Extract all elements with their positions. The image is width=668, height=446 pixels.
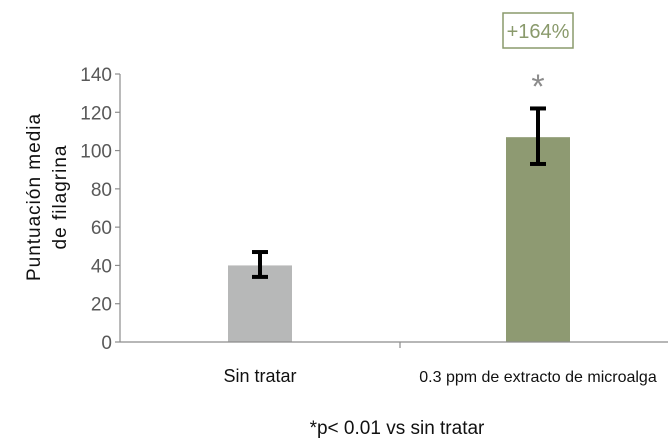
percent-change-annotation: +164%: [502, 12, 574, 49]
x-tick-label: Sin tratar: [223, 366, 296, 386]
y-tick-label: 80: [91, 180, 112, 201]
bar: [506, 137, 570, 342]
error-bar: [252, 250, 268, 279]
y-tick-label: 140: [80, 65, 112, 86]
y-tick-label: 20: [91, 295, 112, 316]
y-tick-label: 60: [91, 218, 112, 239]
annotation-box: [502, 12, 574, 49]
y-axis: 0 20 40 60 80 100 120 140: [80, 65, 121, 354]
error-bar: [530, 106, 546, 166]
y-tick-label: 100: [80, 142, 112, 163]
significance-star: *: [531, 68, 544, 106]
y-tick-label: 0: [101, 333, 112, 354]
x-tick-label: 0.3 ppm de extracto de microalga: [419, 369, 657, 386]
y-tick-label: 120: [80, 103, 112, 124]
y-axis-label-line1: Puntuación media: [24, 113, 45, 281]
y-tick-label: 40: [91, 256, 112, 277]
footnote: *p< 0.01 vs sin tratar: [310, 418, 485, 439]
annotation-text: +164%: [507, 21, 570, 43]
x-axis: Sin tratar 0.3 ppm de extracto de microal…: [120, 341, 668, 386]
y-axis-label-line2: de filagrina: [50, 145, 71, 250]
bars: [228, 106, 570, 342]
